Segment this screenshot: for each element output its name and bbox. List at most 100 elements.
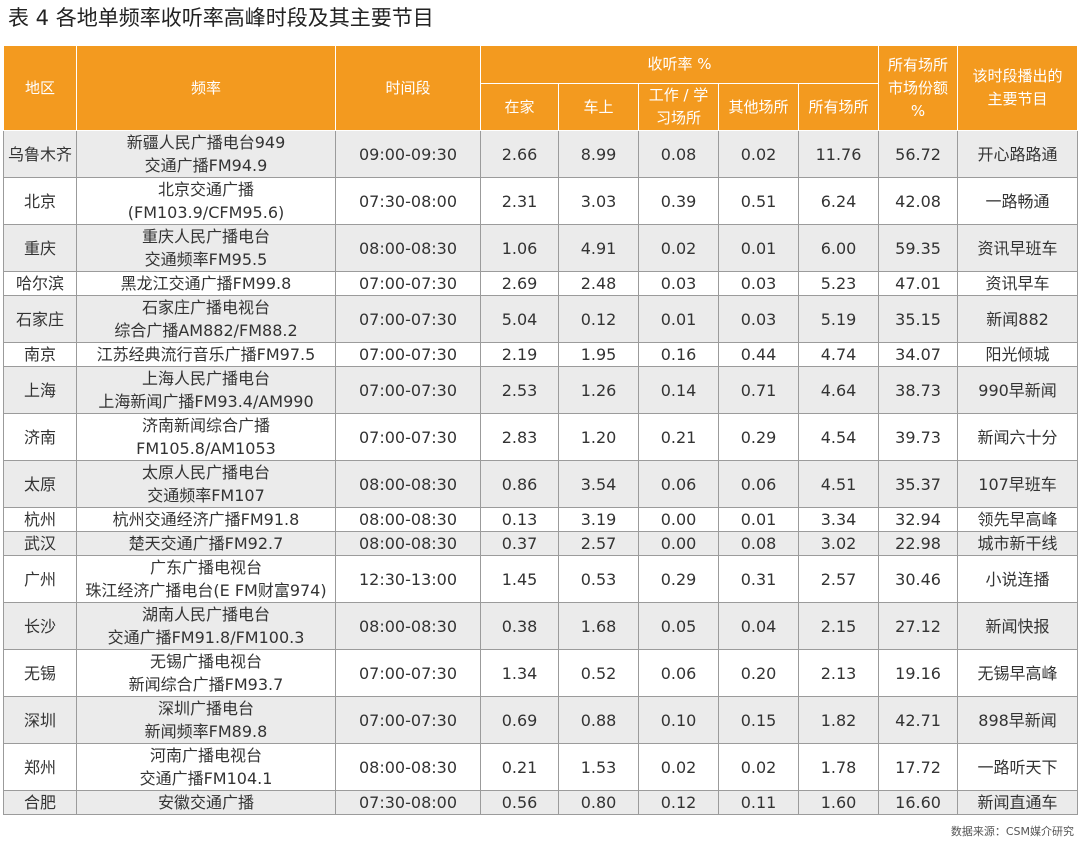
cell-all: 11.76: [797, 130, 880, 178]
header-share-line1: 所有场所: [888, 55, 949, 74]
cell-other: 0.15: [718, 696, 799, 744]
cell-car: 1.53: [558, 743, 639, 791]
header-program: 该时段播出的 主要节目: [957, 45, 1079, 131]
frequency-line1: 河南广播电视台: [149, 746, 262, 765]
cell-program: 新闻快报: [957, 602, 1079, 650]
cell-program: 阳光倾城: [957, 342, 1079, 367]
header-rating-group: 收听率 %: [479, 45, 880, 84]
header-market-share: 所有场所 市场份额 %: [878, 45, 959, 131]
cell-all: 4.74: [797, 342, 880, 367]
cell-region: 郑州: [3, 743, 77, 791]
cell-home: 1.45: [480, 555, 559, 603]
cell-all: 6.24: [797, 177, 880, 225]
cell-time: 07:30-08:00: [335, 790, 481, 815]
frequency-line2: 交通频率FM95.5: [144, 250, 268, 269]
cell-car: 1.26: [558, 366, 639, 414]
cell-home: 2.83: [480, 413, 559, 461]
header-region: 地区: [3, 45, 77, 131]
cell-region: 武汉: [3, 531, 77, 556]
cell-all: 4.64: [797, 366, 880, 414]
table-row: 济南 济南新闻综合广播 FM105.8/AM1053 07:00-07:30 2.83 1…: [3, 413, 1079, 461]
cell-all: 2.15: [797, 602, 880, 650]
cell-home: 0.21: [480, 743, 559, 791]
cell-car: 3.03: [558, 177, 639, 225]
cell-program: 小说连播: [957, 555, 1079, 603]
ratings-table: 地区 频率 时间段 收听率 % 所有场所 市场份额 % 该时段播出的 主要节目 …: [3, 45, 1079, 815]
cell-other: 0.08: [718, 531, 799, 556]
cell-share: 22.98: [878, 531, 959, 556]
cell-other: 0.06: [718, 460, 799, 508]
cell-program: 城市新干线: [957, 531, 1079, 556]
cell-other: 0.29: [718, 413, 799, 461]
header-program-line2: 主要节目: [987, 90, 1048, 108]
header-share-line2: 市场份额: [888, 78, 949, 97]
cell-car: 2.57: [558, 531, 639, 556]
cell-car: 0.12: [558, 295, 639, 343]
cell-frequency: 安徽交通广播: [76, 790, 336, 815]
header-other: 其他场所: [718, 83, 799, 131]
cell-program: 新闻六十分: [957, 413, 1079, 461]
table-row: 太原 太原人民广播电台 交通频率FM107 08:00-08:30 0.86 3.54 0.…: [3, 460, 1079, 508]
cell-work: 0.08: [638, 130, 719, 178]
header-share-line3: %: [910, 101, 926, 120]
cell-time: 07:00-07:30: [335, 295, 481, 343]
cell-share: 19.16: [878, 649, 959, 697]
cell-region: 长沙: [3, 602, 77, 650]
cell-other: 0.04: [718, 602, 799, 650]
cell-region: 广州: [3, 555, 77, 603]
cell-program: 无锡早高峰: [957, 649, 1079, 697]
cell-frequency: 深圳广播电台 新闻频率FM89.8: [76, 696, 336, 744]
cell-frequency: 太原人民广播电台 交通频率FM107: [76, 460, 336, 508]
cell-work: 0.21: [638, 413, 719, 461]
cell-all: 3.02: [797, 531, 880, 556]
header-work: 工作 / 学 习场所: [638, 83, 719, 131]
frequency-line1: 上海人民广播电台: [141, 369, 270, 388]
cell-frequency: 江苏经典流行音乐广播FM97.5: [76, 342, 336, 367]
cell-share: 35.15: [878, 295, 959, 343]
cell-region: 南京: [3, 342, 77, 367]
table-row: 上海 上海人民广播电台 上海新闻广播FM93.4/AM990 07:00-07:30 2…: [3, 366, 1079, 414]
table-row: 合肥 安徽交通广播 07:30-08:00 0.56 0.80 0.12 0.11 1.60 1…: [3, 790, 1079, 815]
cell-share: 34.07: [878, 342, 959, 367]
table-row: 长沙 湖南人民广播电台 交通广播FM91.8/FM100.3 08:00-08:30 0…: [3, 602, 1079, 650]
cell-time: 07:00-07:30: [335, 342, 481, 367]
cell-region: 石家庄: [3, 295, 77, 343]
frequency-line1: 广东广播电视台: [149, 558, 262, 577]
cell-other: 0.02: [718, 743, 799, 791]
frequency-line1: 新疆人民广播电台949: [126, 133, 286, 152]
cell-share: 32.94: [878, 507, 959, 532]
cell-frequency: 上海人民广播电台 上海新闻广播FM93.4/AM990: [76, 366, 336, 414]
frequency-line1: 安徽交通广播: [157, 793, 254, 812]
cell-work: 0.06: [638, 460, 719, 508]
cell-program: 资讯早车: [957, 271, 1079, 296]
table-header: 地区 频率 时间段 收听率 % 所有场所 市场份额 % 该时段播出的 主要节目 …: [3, 45, 1079, 131]
cell-time: 08:00-08:30: [335, 507, 481, 532]
cell-region: 深圳: [3, 696, 77, 744]
cell-time: 08:00-08:30: [335, 602, 481, 650]
frequency-line2: 综合广播AM882/FM88.2: [114, 321, 298, 340]
cell-time: 07:00-07:30: [335, 649, 481, 697]
cell-time: 07:00-07:30: [335, 696, 481, 744]
cell-other: 0.31: [718, 555, 799, 603]
cell-home: 0.38: [480, 602, 559, 650]
cell-car: 0.52: [558, 649, 639, 697]
cell-frequency: 河南广播电视台 交通广播FM104.1: [76, 743, 336, 791]
cell-share: 47.01: [878, 271, 959, 296]
cell-share: 27.12: [878, 602, 959, 650]
cell-share: 17.72: [878, 743, 959, 791]
cell-car: 3.19: [558, 507, 639, 532]
frequency-line1: 黑龙江交通广播FM99.8: [120, 274, 292, 293]
cell-other: 0.11: [718, 790, 799, 815]
cell-home: 2.66: [480, 130, 559, 178]
header-work-line1: 工作 / 学: [648, 86, 709, 104]
cell-program: 资讯早班车: [957, 224, 1079, 272]
cell-car: 4.91: [558, 224, 639, 272]
cell-region: 合肥: [3, 790, 77, 815]
frequency-line2: 交通频率FM107: [147, 486, 265, 505]
cell-car: 0.88: [558, 696, 639, 744]
cell-frequency: 楚天交通广播FM92.7: [76, 531, 336, 556]
cell-program: 开心路路通: [957, 130, 1079, 178]
cell-home: 1.34: [480, 649, 559, 697]
table-row: 南京 江苏经典流行音乐广播FM97.5 07:00-07:30 2.19 1.95 0.1…: [3, 342, 1079, 367]
cell-frequency: 济南新闻综合广播 FM105.8/AM1053: [76, 413, 336, 461]
